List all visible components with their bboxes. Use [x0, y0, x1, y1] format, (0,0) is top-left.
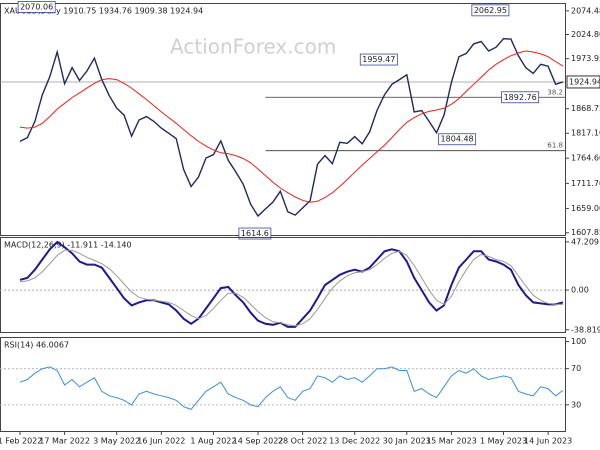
y-tick-label: 1817.10	[571, 129, 600, 138]
series-line	[19, 37, 564, 218]
series-line	[19, 249, 563, 327]
price-annotation: 2070.06	[20, 2, 53, 11]
y-tick-label: 100	[571, 337, 586, 346]
y-tick-label: 1973.95	[571, 54, 600, 63]
annotation-box	[238, 227, 272, 240]
x-tick-label: 3 May 2022	[93, 437, 140, 446]
y-tick-label: 1868.75	[571, 104, 600, 113]
panel-frame	[0, 337, 566, 432]
fib-label: 38.2	[547, 88, 563, 96]
annotation-box	[501, 91, 540, 104]
last-price-box	[566, 75, 600, 89]
price-annotation: 2062.95	[474, 6, 507, 15]
panel-title: RSI(14) 46.0067	[4, 341, 69, 350]
x-tick-label: 30 Jan 2023	[383, 437, 431, 446]
panel-title: MACD(12,26,9) -11.911 -14.140	[4, 241, 132, 250]
x-tick-label: 13 Dec 2022	[329, 437, 380, 446]
watermark: ActionForex.com	[170, 35, 336, 59]
panel-title: XAUUSD,Daily 1910.75 1934.76 1909.38 192…	[4, 7, 203, 16]
y-tick-label: 70	[571, 364, 581, 373]
x-tick-label: 14 Sep 2022	[233, 437, 284, 446]
y-tick-label: 0.00	[571, 286, 589, 295]
series-line	[19, 240, 564, 328]
last-price-label: 1924.94	[569, 77, 600, 86]
annotation-box	[359, 53, 398, 66]
panel-frame	[0, 3, 566, 236]
x-tick-label: 15 Mar 2023	[426, 437, 477, 446]
price-annotation: 1892.76	[504, 93, 537, 102]
annotation-box	[438, 133, 477, 146]
x-tick-label: 28 Oct 2022	[278, 437, 327, 446]
fib-label: 61.8	[547, 142, 563, 150]
x-tick-label: 1 Feb 2022	[0, 437, 42, 446]
price-annotation: 1959.47	[362, 55, 395, 64]
y-tick-label: -38.819	[571, 325, 600, 334]
y-tick-label: 1764.60	[571, 154, 600, 163]
x-tick-label: 1 May 2023	[480, 437, 527, 446]
y-tick-label: 2024.80	[571, 30, 600, 39]
price-annotation: 1614.6	[241, 229, 269, 238]
series-line	[19, 50, 564, 203]
x-tick-label: 1 Aug 2022	[190, 437, 236, 446]
price-annotation: 1804.48	[441, 135, 474, 144]
y-tick-label: 2074.48	[571, 6, 600, 15]
y-tick-label: 1659.00	[571, 204, 600, 213]
y-tick-label: 30	[571, 400, 581, 409]
y-tick-label: 47.209	[571, 237, 599, 246]
annotation-box	[17, 1, 56, 13]
y-tick-label: 1711.70	[571, 179, 600, 188]
series-line	[19, 366, 564, 410]
x-tick-label: 17 Mar 2022	[39, 437, 90, 446]
y-tick-label: 1607.85	[571, 228, 600, 237]
panel-frame	[0, 237, 566, 333]
x-tick-label: 16 Jun 2022	[137, 437, 185, 446]
annotation-box	[471, 4, 510, 17]
x-tick-label: 14 Jun 2023	[524, 437, 572, 446]
